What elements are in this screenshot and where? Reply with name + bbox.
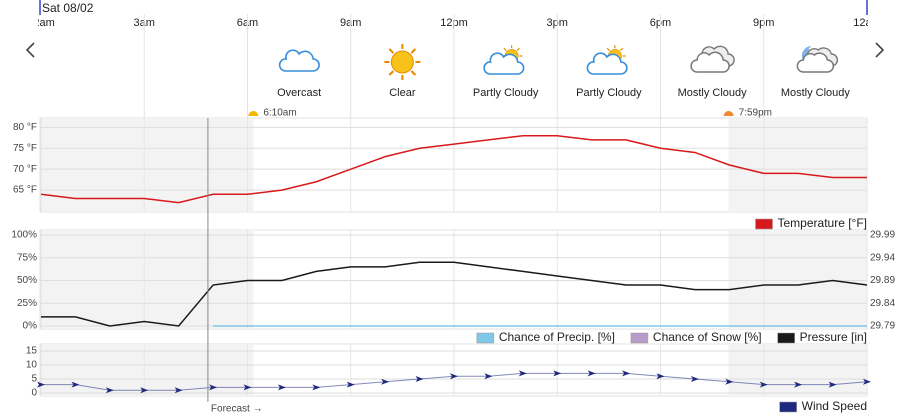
wind-marker (71, 381, 80, 388)
y-tick-label: 15 (26, 346, 38, 357)
condition-label: Overcast (277, 87, 321, 99)
y-tick-label: 25% (17, 298, 37, 309)
wind-marker (656, 373, 665, 380)
night-shade (728, 344, 867, 396)
y2-tick-label: 29.99 (870, 230, 895, 241)
wind-marker (209, 384, 218, 391)
wind-marker (518, 370, 527, 377)
legend-label: Wind Speed (802, 399, 867, 413)
y-tick-label: 70 °F (13, 164, 37, 175)
condition-label: Mostly Cloudy (678, 87, 748, 99)
y-tick-label: 75 °F (13, 143, 37, 154)
wind-marker (828, 381, 837, 388)
y2-tick-label: 29.89 (870, 275, 895, 286)
sunrise-label: 6:10am (263, 108, 296, 119)
legend-swatch (779, 401, 797, 413)
wind-marker (725, 378, 734, 385)
wind-marker (690, 376, 699, 382)
wind-marker (622, 370, 631, 377)
weather-icon (278, 49, 320, 72)
night-shade (41, 118, 254, 212)
legend-label: Chance of Snow [%] (653, 330, 762, 344)
wind-marker (794, 381, 803, 388)
condition-label: Partly Cloudy (473, 87, 539, 99)
legend-swatch (630, 332, 649, 344)
series-line (41, 261, 868, 327)
night-shade (41, 230, 254, 329)
y-tick-label: 10 (26, 360, 38, 371)
y-tick-label: 65 °F (13, 185, 37, 196)
wind-marker (553, 370, 562, 377)
next-arrow[interactable] (875, 42, 885, 58)
night-shade (41, 344, 254, 396)
weather-icon (587, 45, 627, 74)
weather-icon (796, 45, 839, 73)
weather-icon (484, 45, 524, 74)
prev-arrow[interactable] (25, 42, 35, 58)
sunrise-icon (248, 111, 259, 116)
wind-marker (37, 381, 45, 388)
condition-label: Mostly Cloudy (781, 87, 851, 99)
y-tick-label: 80 °F (13, 122, 37, 133)
wind-marker (140, 387, 149, 394)
wind-marker (243, 384, 252, 391)
wind-marker (450, 373, 458, 380)
series-line (40, 134, 867, 204)
y2-tick-label: 29.79 (870, 321, 895, 332)
condition-label: Partly Cloudy (576, 87, 642, 99)
wind-marker (346, 381, 355, 388)
y2-tick-label: 29.94 (870, 252, 895, 263)
wind-marker (174, 387, 183, 394)
forecast-label: Forecast → (211, 404, 263, 415)
sunset-label: 7:59pm (739, 108, 772, 119)
weather-icon (383, 43, 422, 81)
sunset-icon (723, 111, 734, 116)
legend-label: Pressure [in] (800, 330, 867, 344)
wind-marker (587, 370, 596, 377)
wind-marker (484, 373, 493, 380)
y-tick-label: 5 (31, 374, 37, 385)
legend-swatch (755, 218, 773, 230)
wind-marker (277, 384, 286, 391)
weather-icon (691, 46, 734, 72)
legend-label: Temperature [°F] (778, 216, 868, 230)
legend-swatch (777, 332, 795, 344)
y-tick-label: 0 (31, 388, 37, 399)
time-label: 12am (853, 17, 881, 29)
wind-marker (863, 378, 871, 385)
y2-tick-label: 29.84 (870, 298, 895, 309)
night-shade (728, 230, 867, 329)
legend-swatch (476, 332, 495, 344)
wind-marker (415, 376, 424, 382)
condition-label: Clear (389, 87, 416, 99)
wind-marker (381, 378, 390, 385)
time-label: 12am (27, 17, 55, 29)
wind-marker (312, 384, 321, 391)
wind-marker (105, 387, 114, 394)
night-shade (728, 118, 867, 212)
y-tick-label: 75% (17, 252, 37, 263)
y-tick-label: 0% (23, 321, 38, 332)
y-tick-label: 100% (11, 230, 37, 241)
wind-marker (759, 381, 768, 388)
legend-label: Chance of Precip. [%] (499, 330, 615, 344)
date-label: Sat 08/02 (42, 1, 94, 15)
y-tick-label: 50% (17, 275, 37, 286)
